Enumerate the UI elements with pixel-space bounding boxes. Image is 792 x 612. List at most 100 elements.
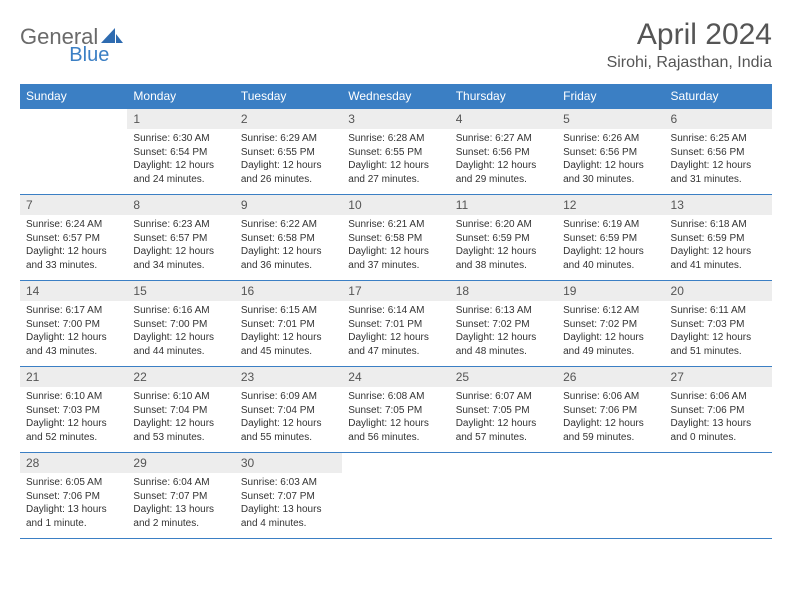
day-details: Sunrise: 6:24 AMSunset: 6:57 PMDaylight:… (20, 215, 127, 276)
daylight-text: Daylight: 12 hours (456, 331, 551, 345)
weekday-header-row: SundayMondayTuesdayWednesdayThursdayFrid… (20, 84, 772, 109)
daylight-text: and 0 minutes. (671, 431, 766, 445)
day-number: 22 (127, 367, 234, 387)
sunrise-text: Sunrise: 6:17 AM (26, 304, 121, 318)
day-number: 25 (450, 367, 557, 387)
calendar-day-cell (665, 453, 772, 539)
calendar-day-cell: 19Sunrise: 6:12 AMSunset: 7:02 PMDayligh… (557, 281, 664, 367)
sunrise-text: Sunrise: 6:22 AM (241, 218, 336, 232)
sunset-text: Sunset: 6:56 PM (671, 146, 766, 160)
daylight-text: and 57 minutes. (456, 431, 551, 445)
weekday-header: Saturday (665, 84, 772, 109)
day-number: 8 (127, 195, 234, 215)
sunrise-text: Sunrise: 6:08 AM (348, 390, 443, 404)
day-details: Sunrise: 6:27 AMSunset: 6:56 PMDaylight:… (450, 129, 557, 190)
sunset-text: Sunset: 7:05 PM (456, 404, 551, 418)
sunrise-text: Sunrise: 6:15 AM (241, 304, 336, 318)
daylight-text: and 33 minutes. (26, 259, 121, 273)
calendar-day-cell: 4Sunrise: 6:27 AMSunset: 6:56 PMDaylight… (450, 109, 557, 195)
calendar-day-cell: 7Sunrise: 6:24 AMSunset: 6:57 PMDaylight… (20, 195, 127, 281)
sunset-text: Sunset: 6:58 PM (348, 232, 443, 246)
calendar-week-row: 21Sunrise: 6:10 AMSunset: 7:03 PMDayligh… (20, 367, 772, 453)
day-number: 9 (235, 195, 342, 215)
day-number: 27 (665, 367, 772, 387)
daylight-text: and 56 minutes. (348, 431, 443, 445)
calendar-day-cell: 6Sunrise: 6:25 AMSunset: 6:56 PMDaylight… (665, 109, 772, 195)
calendar-body: 1Sunrise: 6:30 AMSunset: 6:54 PMDaylight… (20, 109, 772, 540)
sunrise-text: Sunrise: 6:24 AM (26, 218, 121, 232)
day-details: Sunrise: 6:06 AMSunset: 7:06 PMDaylight:… (665, 387, 772, 448)
day-number: 15 (127, 281, 234, 301)
sunset-text: Sunset: 7:07 PM (133, 490, 228, 504)
weekday-header: Tuesday (235, 84, 342, 109)
title-block: April 2024 Sirohi, Rajasthan, India (607, 18, 772, 72)
daylight-text: and 55 minutes. (241, 431, 336, 445)
day-details: Sunrise: 6:06 AMSunset: 7:06 PMDaylight:… (557, 387, 664, 448)
calendar-day-cell: 3Sunrise: 6:28 AMSunset: 6:55 PMDaylight… (342, 109, 449, 195)
daylight-text: and 24 minutes. (133, 173, 228, 187)
calendar-day-cell: 25 Sunrise: 6:07 AMSunset: 7:05 PMDayligh… (450, 367, 557, 453)
day-details: Sunrise: 6:14 AMSunset: 7:01 PMDaylight:… (342, 301, 449, 362)
sunrise-text: Sunrise: 6:07 AM (456, 390, 551, 404)
sunset-text: Sunset: 7:02 PM (563, 318, 658, 332)
calendar-week-row: 1Sunrise: 6:30 AMSunset: 6:54 PMDaylight… (20, 109, 772, 195)
daylight-text: Daylight: 13 hours (133, 503, 228, 517)
day-number: 10 (342, 195, 449, 215)
day-details: Sunrise: 6:28 AMSunset: 6:55 PMDaylight:… (342, 129, 449, 190)
calendar-day-cell: 12Sunrise: 6:19 AMSunset: 6:59 PMDayligh… (557, 195, 664, 281)
sunset-text: Sunset: 7:04 PM (241, 404, 336, 418)
day-details: Sunrise: 6:05 AMSunset: 7:06 PMDaylight:… (20, 473, 127, 534)
sunrise-text: Sunrise: 6:03 AM (241, 476, 336, 490)
daylight-text: Daylight: 12 hours (133, 417, 228, 431)
daylight-text: Daylight: 12 hours (133, 159, 228, 173)
day-details: Sunrise: 6:13 AMSunset: 7:02 PMDaylight:… (450, 301, 557, 362)
calendar-day-cell: 9Sunrise: 6:22 AMSunset: 6:58 PMDaylight… (235, 195, 342, 281)
day-number: 7 (20, 195, 127, 215)
sunset-text: Sunset: 7:01 PM (241, 318, 336, 332)
daylight-text: and 49 minutes. (563, 345, 658, 359)
sunset-text: Sunset: 7:06 PM (671, 404, 766, 418)
logo-text-2: Blue (69, 44, 109, 67)
daylight-text: Daylight: 12 hours (456, 417, 551, 431)
calendar-day-cell (20, 109, 127, 195)
calendar-day-cell: 26Sunrise: 6:06 AMSunset: 7:06 PMDayligh… (557, 367, 664, 453)
day-details: Sunrise: 6:29 AMSunset: 6:55 PMDaylight:… (235, 129, 342, 190)
sunset-text: Sunset: 7:00 PM (26, 318, 121, 332)
sunset-text: Sunset: 6:55 PM (241, 146, 336, 160)
sunrise-text: Sunrise: 6:16 AM (133, 304, 228, 318)
daylight-text: and 2 minutes. (133, 517, 228, 531)
sunrise-text: Sunrise: 6:29 AM (241, 132, 336, 146)
weekday-header: Friday (557, 84, 664, 109)
calendar-week-row: 14 Sunrise: 6:17 AMSunset: 7:00 PM Dayligh… (20, 281, 772, 367)
sunset-text: Sunset: 6:57 PM (26, 232, 121, 246)
sunset-text: Sunset: 6:54 PM (133, 146, 228, 160)
sunrise-text: Sunrise: 6:28 AM (348, 132, 443, 146)
day-details: Sunrise: 6:18 AMSunset: 6:59 PMDaylight:… (665, 215, 772, 276)
calendar-day-cell: 21Sunrise: 6:10 AMSunset: 7:03 PMDayligh… (20, 367, 127, 453)
weekday-header: Wednesday (342, 84, 449, 109)
daylight-text: Daylight: 12 hours (348, 417, 443, 431)
daylight-text: Daylight: 13 hours (241, 503, 336, 517)
daylight-text: Daylight: 12 hours (671, 331, 766, 345)
sunset-text: Sunset: 7:06 PM (26, 490, 121, 504)
sunset-text: Sunset: 7:01 PM (348, 318, 443, 332)
day-details: Sunrise: 6:23 AMSunset: 6:57 PMDaylight:… (127, 215, 234, 276)
day-number: 14 (20, 281, 127, 301)
daylight-text: and 4 minutes. (241, 517, 336, 531)
calendar-day-cell: 14Sunrise: 6:17 AMSunset: 7:00 PMDayligh… (20, 281, 127, 367)
sunset-text: Sunset: 6:59 PM (456, 232, 551, 246)
daylight-text: Daylight: 12 hours (456, 245, 551, 259)
sunrise-text: Sunrise: 6:19 AM (563, 218, 658, 232)
daylight-text: Daylight: 12 hours (348, 159, 443, 173)
calendar-day-cell: 8Sunrise: 6:23 AMSunset: 6:57 PMDaylight… (127, 195, 234, 281)
daylight-text: Daylight: 12 hours (456, 159, 551, 173)
day-number: 6 (665, 109, 772, 129)
daylight-text: Daylight: 12 hours (671, 159, 766, 173)
daylight-text: Daylight: 12 hours (348, 245, 443, 259)
sunrise-text: Sunrise: 6:30 AM (133, 132, 228, 146)
calendar-day-cell (342, 453, 449, 539)
page-title: April 2024 (607, 18, 772, 52)
day-details: Sunrise: 6:12 AMSunset: 7:02 PMDaylight:… (557, 301, 664, 362)
daylight-text: and 27 minutes. (348, 173, 443, 187)
calendar-day-cell: 18Sunrise: 6:13 AMSunset: 7:02 PMDayligh… (450, 281, 557, 367)
